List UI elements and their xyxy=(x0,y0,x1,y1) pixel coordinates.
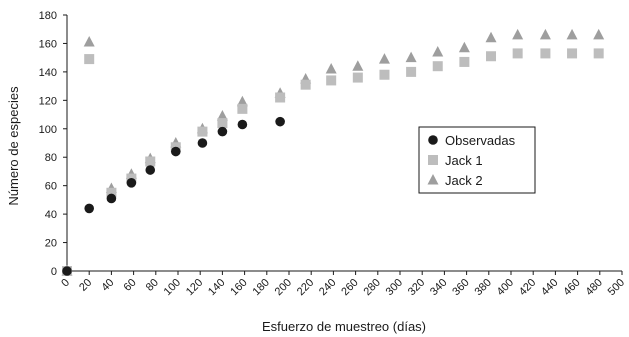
y-tick-label: 140 xyxy=(39,67,57,79)
data-point-observadas xyxy=(170,146,181,157)
data-point-jack-2 xyxy=(566,28,578,40)
y-tick-label: 40 xyxy=(45,209,57,221)
y-tick-label: 100 xyxy=(39,124,57,136)
data-point-jack-1 xyxy=(275,92,286,103)
legend-label-jack-2: Jack 2 xyxy=(445,173,483,188)
data-point-jack-1 xyxy=(217,118,228,129)
data-point-jack-1 xyxy=(106,187,117,198)
data-point-jack-2 xyxy=(512,28,524,40)
data-point-jack-2 xyxy=(378,53,390,64)
x-tick-label: 200 xyxy=(273,277,294,298)
x-tick-label: 480 xyxy=(583,277,604,298)
y-tick-label: 80 xyxy=(45,152,57,164)
data-point-jack-1 xyxy=(540,48,551,59)
x-tick-label: 100 xyxy=(162,277,183,298)
x-tick-label: 60 xyxy=(122,277,139,294)
data-point-jack-1 xyxy=(84,54,95,65)
legend-marker-jack-2 xyxy=(427,174,439,185)
data-point-jack-1 xyxy=(145,156,156,167)
data-point-jack-2 xyxy=(405,51,417,63)
data-point-jack-1 xyxy=(197,126,208,137)
data-point-jack-1 xyxy=(237,103,248,114)
data-point-observadas xyxy=(106,193,117,204)
data-point-jack-2 xyxy=(593,28,605,40)
x-axis-ticks: 0 20 40 60 80 100 120 140 160 180 200 220 240 260 280 3… xyxy=(59,271,627,298)
data-point-jack-2 xyxy=(485,31,497,43)
x-tick-label: 500 xyxy=(606,277,627,298)
x-tick-label: 320 xyxy=(406,277,427,298)
data-point-jack-1 xyxy=(593,48,604,59)
data-point-jack-1 xyxy=(567,48,578,59)
data-point-observadas xyxy=(126,178,137,188)
data-point-jack-2 xyxy=(325,63,337,74)
x-tick-label: 340 xyxy=(428,277,449,298)
data-point-jack-1 xyxy=(326,75,337,86)
data-point-observadas xyxy=(217,126,228,137)
data-point-observadas xyxy=(84,203,94,214)
data-point-jack-1 xyxy=(459,56,470,67)
data-point-jack-2 xyxy=(83,36,95,47)
y-tick-label: 160 xyxy=(39,38,57,50)
y-axis-title: Número de especies xyxy=(6,86,21,206)
x-tick-label: 420 xyxy=(517,277,538,298)
legend: Observadas Jack 1 Jack 2 xyxy=(418,126,536,194)
data-point-jack-2 xyxy=(216,109,228,121)
data-point-jack-1 xyxy=(300,79,311,90)
x-tick-label: 0 xyxy=(59,277,72,290)
legend-label-observadas: Observadas xyxy=(445,133,516,148)
legend-box xyxy=(418,126,536,194)
data-point-observadas xyxy=(237,119,248,130)
x-tick-label: 240 xyxy=(317,277,338,298)
x-tick-label: 140 xyxy=(206,277,227,298)
y-axis-ticks: 0 20 40 60 80 100 120 140 160 180 xyxy=(39,10,67,278)
x-tick-label: 300 xyxy=(384,277,405,298)
axes xyxy=(66,15,622,272)
data-point-jack-1 xyxy=(432,61,443,72)
data-point-jack-1 xyxy=(379,69,390,80)
data-point-jack-1 xyxy=(486,51,497,62)
data-point-jack-1 xyxy=(406,66,417,77)
x-tick-label: 460 xyxy=(561,277,582,298)
data-point-observadas xyxy=(62,266,72,276)
data-point-jack-1 xyxy=(352,72,363,83)
data-point-jack-2 xyxy=(539,28,551,40)
x-tick-label: 180 xyxy=(250,277,271,298)
x-tick-label: 440 xyxy=(539,277,560,298)
legend-marker-observadas xyxy=(428,135,438,145)
x-tick-label: 260 xyxy=(339,277,360,298)
y-tick-label: 120 xyxy=(39,95,57,107)
y-tick-label: 20 xyxy=(45,238,57,250)
data-point-observadas xyxy=(275,116,285,127)
x-tick-label: 360 xyxy=(450,277,471,298)
x-tick-label: 120 xyxy=(184,277,205,298)
x-axis-title: Esfuerzo de muestreo (días) xyxy=(262,319,426,334)
data-point-jack-1 xyxy=(512,48,523,59)
x-tick-label: 380 xyxy=(472,277,493,298)
y-tick-label: 180 xyxy=(39,10,57,22)
x-tick-label: 80 xyxy=(144,277,161,294)
data-point-observadas xyxy=(145,165,156,175)
x-tick-label: 160 xyxy=(228,277,249,298)
x-tick-label: 400 xyxy=(495,277,516,298)
x-tick-label: 20 xyxy=(77,277,94,294)
legend-label-jack-1: Jack 1 xyxy=(445,153,483,168)
y-tick-label: 60 xyxy=(45,181,57,193)
data-points xyxy=(61,28,605,276)
data-point-jack-2 xyxy=(236,95,248,107)
x-tick-label: 280 xyxy=(361,277,382,298)
data-point-jack-2 xyxy=(352,60,364,71)
data-point-jack-2 xyxy=(458,41,470,53)
y-tick-label: 0 xyxy=(51,266,57,278)
data-point-jack-2 xyxy=(432,45,444,57)
x-tick-label: 220 xyxy=(295,277,316,298)
x-tick-label: 40 xyxy=(99,277,116,294)
legend-marker-jack-1 xyxy=(428,155,438,165)
data-point-observadas xyxy=(197,138,208,148)
